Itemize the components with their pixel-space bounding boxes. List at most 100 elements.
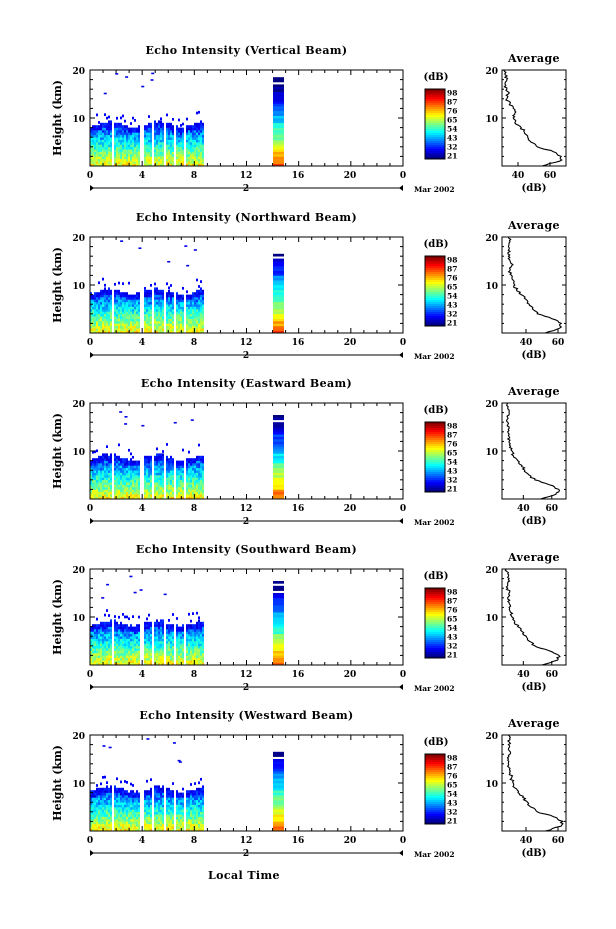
- echo-cell: [158, 330, 160, 333]
- echo-cell: [170, 321, 172, 324]
- echo-cell: [273, 626, 284, 630]
- echo-cell: [148, 142, 150, 145]
- echo-cell: [273, 91, 284, 95]
- echo-cell: [116, 116, 118, 120]
- echo-cell: [126, 330, 128, 333]
- echo-cell: [194, 482, 196, 485]
- echo-cell: [196, 455, 198, 459]
- echo-cell: [150, 809, 152, 813]
- echo-cell: [162, 321, 164, 324]
- echo-cell: [148, 653, 150, 656]
- echo-cell: [156, 460, 158, 464]
- echo-cell: [192, 125, 194, 128]
- echo-cell: [114, 823, 116, 827]
- echo-cell: [150, 156, 152, 160]
- echo-cell: [90, 301, 92, 305]
- echo-cell: [136, 328, 138, 331]
- echo-cell: [124, 821, 126, 825]
- echo-cell: [102, 816, 104, 820]
- echo-cell: [190, 657, 192, 661]
- echo-cell: [98, 795, 100, 798]
- echo-cell: [190, 299, 192, 303]
- echo-cell: [104, 799, 106, 803]
- echo-cell: [273, 460, 284, 464]
- echo-cell: [188, 297, 190, 300]
- echo-cell: [192, 629, 194, 632]
- echo-cell: [172, 631, 174, 635]
- echo-cell: [198, 467, 200, 471]
- echo-cell: [122, 790, 124, 793]
- echo-cell: [124, 814, 126, 817]
- echo-cell: [110, 120, 112, 124]
- echo-cell: [202, 330, 204, 333]
- echo-cell: [120, 655, 122, 659]
- colorbar-swatch: [425, 488, 445, 491]
- echo-cell: [200, 479, 202, 483]
- echo-cell: [160, 151, 162, 155]
- echo-cell: [194, 641, 196, 644]
- echo-cell: [160, 163, 162, 166]
- echo-cell: [92, 156, 94, 160]
- echo-cell: [156, 807, 158, 810]
- echo-cell: [106, 137, 108, 140]
- echo-cell: [96, 823, 98, 827]
- echo-cell: [190, 645, 192, 649]
- echo-cell: [116, 814, 118, 817]
- echo-cell: [110, 289, 112, 293]
- echo-cell: [130, 482, 132, 485]
- echo-cell: [118, 316, 120, 319]
- echo-cell: [100, 494, 102, 497]
- echo-cell: [148, 137, 150, 140]
- echo-cell: [138, 151, 140, 155]
- echo-cell: [104, 613, 106, 617]
- echo-cell: [128, 467, 130, 471]
- echo-cell: [120, 641, 122, 644]
- echo-cell: [146, 482, 148, 485]
- echo-cell: [122, 156, 124, 160]
- echo-cell: [108, 636, 110, 639]
- echo-cell: [150, 662, 152, 665]
- echo-cell: [202, 631, 204, 635]
- colorbar-swatch: [425, 278, 445, 281]
- echo-cell: [190, 163, 192, 166]
- echo-cell: [136, 318, 138, 322]
- echo-cell: [110, 621, 112, 625]
- echo-cell: [122, 633, 124, 637]
- echo-cell: [130, 458, 132, 461]
- echo-cell: [188, 330, 190, 333]
- echo-cell: [192, 154, 194, 157]
- echo-cell: [104, 289, 106, 293]
- echo-cell: [196, 299, 198, 303]
- echo-cell: [116, 122, 118, 126]
- echo-cell: [104, 491, 106, 495]
- echo-cell: [102, 151, 104, 155]
- colorbar-swatch: [425, 456, 445, 459]
- echo-cell: [110, 787, 112, 791]
- echo-cell: [158, 655, 160, 659]
- echo-cell: [104, 318, 106, 322]
- echo-cell: [202, 629, 204, 632]
- echo-cell: [126, 802, 128, 805]
- echo-cell: [202, 653, 204, 656]
- echo-cell: [110, 641, 112, 644]
- echo-cell: [138, 465, 140, 469]
- echo-cell: [114, 149, 116, 152]
- echo-cell: [118, 792, 120, 796]
- echo-cell: [178, 139, 180, 143]
- echo-cell: [194, 645, 196, 649]
- echo-cell: [124, 323, 126, 327]
- echo-cell: [190, 489, 192, 493]
- echo-cell: [132, 149, 134, 152]
- colorbar-label: 98: [447, 256, 457, 265]
- echo-cell: [104, 149, 106, 152]
- echo-cell: [200, 626, 202, 630]
- echo-cell: [156, 465, 158, 469]
- echo-cell: [96, 149, 98, 152]
- echo-cell: [192, 151, 194, 155]
- echo-cell: [194, 655, 196, 659]
- echo-cell: [100, 330, 102, 333]
- echo-cell: [114, 650, 116, 654]
- echo-cell: [106, 811, 108, 815]
- echo-cell: [154, 792, 156, 796]
- echo-cell: [178, 309, 180, 312]
